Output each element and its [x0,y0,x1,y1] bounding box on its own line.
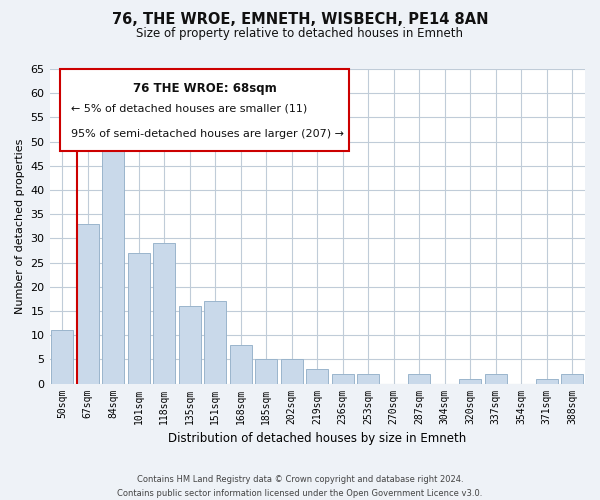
Y-axis label: Number of detached properties: Number of detached properties [15,138,25,314]
Text: 76 THE WROE: 68sqm: 76 THE WROE: 68sqm [133,82,277,94]
FancyBboxPatch shape [60,69,349,151]
Bar [52,330,73,384]
Bar [154,243,175,384]
Bar [307,369,328,384]
Text: 95% of semi-detached houses are larger (207) →: 95% of semi-detached houses are larger (… [71,129,344,139]
Bar [128,253,149,384]
Bar [562,374,583,384]
Bar [77,224,98,384]
Bar [536,378,557,384]
Bar [230,345,251,384]
Bar [179,306,200,384]
Text: 76, THE WROE, EMNETH, WISBECH, PE14 8AN: 76, THE WROE, EMNETH, WISBECH, PE14 8AN [112,12,488,28]
Text: ← 5% of detached houses are smaller (11): ← 5% of detached houses are smaller (11) [71,104,307,114]
Bar [485,374,506,384]
Bar [332,374,353,384]
Text: Size of property relative to detached houses in Emneth: Size of property relative to detached ho… [137,28,464,40]
X-axis label: Distribution of detached houses by size in Emneth: Distribution of detached houses by size … [168,432,466,445]
Bar [409,374,430,384]
Bar [205,302,226,384]
Bar [358,374,379,384]
Bar [256,360,277,384]
Bar [281,360,302,384]
Bar [460,378,481,384]
Bar [103,122,124,384]
Text: Contains HM Land Registry data © Crown copyright and database right 2024.
Contai: Contains HM Land Registry data © Crown c… [118,476,482,498]
